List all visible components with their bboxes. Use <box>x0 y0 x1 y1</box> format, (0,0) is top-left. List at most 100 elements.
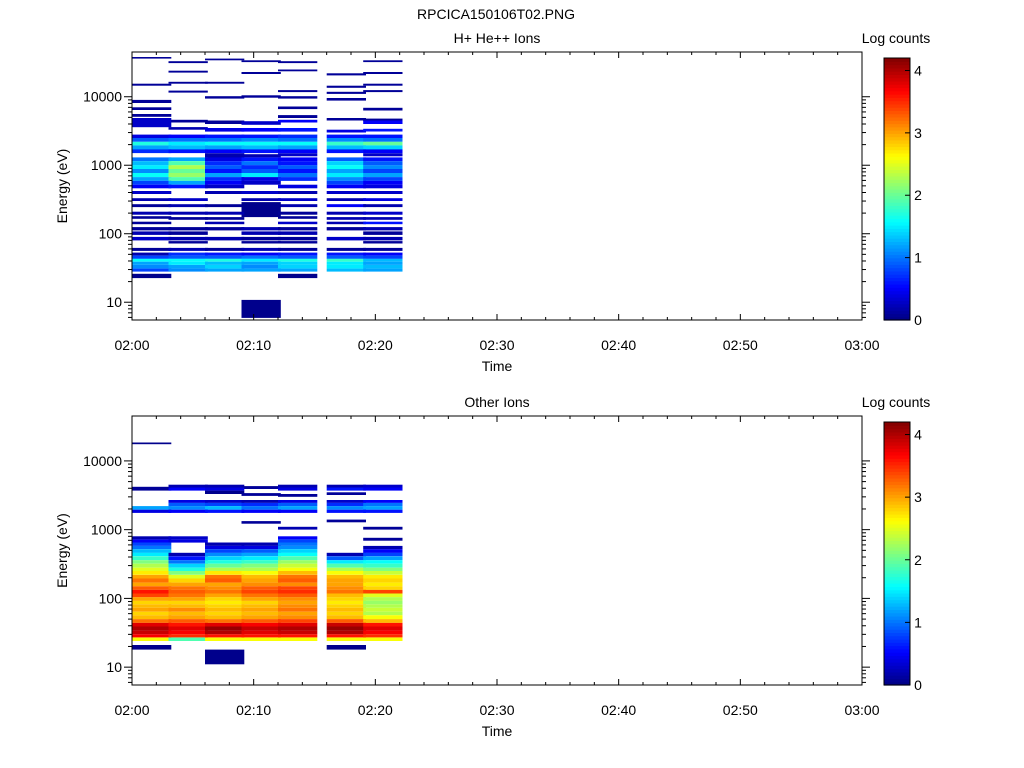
heatmap-cell <box>278 69 318 72</box>
colorbar-segment <box>884 300 910 305</box>
colorbar-tick-label: 1 <box>914 614 922 630</box>
heatmap-cell <box>241 622 281 627</box>
colorbar-segment <box>884 103 910 108</box>
heatmap-cell <box>326 622 366 627</box>
heatmap-cell <box>278 115 318 118</box>
colorbar-segment <box>884 113 910 118</box>
heatmap-cell <box>132 149 172 154</box>
colorbar-segment <box>884 573 910 578</box>
heatmap-cell <box>205 571 245 575</box>
heatmap-cell <box>326 589 366 594</box>
heatmap-cell <box>168 268 208 272</box>
heatmap-cell <box>278 487 318 491</box>
heatmap-cell <box>132 597 172 601</box>
heatmap-cell <box>278 145 318 150</box>
colorbar-segment <box>884 560 910 564</box>
heatmap-cell <box>241 252 281 256</box>
heatmap-cell <box>205 490 245 494</box>
heatmap-cell <box>132 261 172 265</box>
heatmap-cell <box>168 502 208 507</box>
heatmap-cell <box>326 563 366 568</box>
colorbar-segment <box>884 497 910 502</box>
colorbar-segment <box>884 264 910 269</box>
heatmap-cell <box>168 169 208 173</box>
colorbar-segment <box>884 152 910 157</box>
colorbar-segment <box>884 280 910 285</box>
heatmap-cell <box>278 153 318 157</box>
heatmap-cell <box>168 630 208 635</box>
heatmap-cell <box>241 138 281 142</box>
heatmap-cell <box>363 255 403 259</box>
heatmap-cell <box>326 637 366 641</box>
heatmap-cell <box>363 582 403 587</box>
heatmap-cell <box>278 221 318 225</box>
colorbar-segment <box>884 632 910 637</box>
heatmap-cell <box>205 120 245 124</box>
heatmap-cell <box>205 586 245 590</box>
heatmap-cell <box>168 236 208 241</box>
x-tick-label: 02:10 <box>236 702 271 718</box>
heatmap-cell <box>132 273 172 279</box>
heatmap-cell <box>168 198 208 201</box>
colorbar-segment <box>884 635 910 640</box>
heatmap-cell <box>241 121 281 125</box>
colorbar-segment <box>884 205 910 210</box>
colorbar-segment <box>884 464 910 469</box>
heatmap-cell <box>132 549 172 553</box>
heatmap-cell <box>326 484 366 488</box>
heatmap-cell <box>168 217 208 220</box>
heatmap-cell <box>132 265 172 269</box>
heatmap-cell <box>168 626 208 631</box>
heatmap-cell <box>168 556 208 561</box>
heatmap-cell <box>278 134 318 138</box>
heatmap-cell <box>363 619 403 623</box>
heatmap-cell <box>363 177 403 181</box>
colorbar-segment <box>884 441 910 446</box>
heatmap-cell <box>363 60 403 63</box>
heatmap-cell <box>168 211 208 215</box>
heatmap-cell <box>205 560 245 564</box>
heatmap-cell <box>278 61 318 64</box>
colorbar-segment <box>884 185 910 190</box>
heatmap-cell <box>278 177 318 181</box>
heatmap-cell <box>326 73 366 76</box>
heatmap-cell <box>278 204 318 208</box>
heatmap-cell <box>278 545 318 550</box>
colorbar-segment <box>884 116 910 121</box>
colorbar-segment <box>884 422 910 426</box>
heatmap-cell <box>241 615 281 620</box>
heatmap-cell <box>326 552 366 557</box>
heatmap-cell <box>205 191 245 194</box>
colorbar-segment <box>884 520 910 525</box>
heatmap-cell <box>205 268 245 272</box>
colorbar-segment <box>884 507 910 512</box>
heatmap-cell <box>363 484 403 488</box>
heatmap-cell <box>278 549 318 553</box>
heatmap-cell <box>205 622 245 627</box>
heatmap-cell <box>205 177 245 181</box>
heatmap-cell <box>168 619 208 623</box>
heatmap-cell <box>241 604 281 608</box>
heatmap-cell <box>326 607 366 612</box>
heatmap-cell <box>205 149 245 154</box>
colorbar-segment <box>884 523 910 528</box>
heatmap-cell <box>168 536 208 540</box>
heatmap-cell <box>168 552 208 557</box>
colorbar-segment <box>884 169 910 174</box>
heatmap-cell <box>278 231 318 235</box>
heatmap-cell <box>278 149 318 154</box>
colorbar-segment <box>884 517 910 522</box>
heatmap-cell <box>241 154 281 158</box>
heatmap-cell <box>241 597 281 601</box>
colorbar-segment <box>884 553 910 558</box>
heatmap-cell <box>168 61 208 64</box>
colorbar-segment <box>884 602 910 607</box>
heatmap-cell <box>278 484 318 488</box>
heatmap-cell <box>205 582 245 587</box>
heatmap-cell <box>363 526 403 530</box>
colorbar-segment <box>884 251 910 256</box>
heatmap-cell <box>363 500 403 503</box>
y-tick-label: 1000 <box>91 522 122 538</box>
heatmap-cell <box>168 258 208 262</box>
